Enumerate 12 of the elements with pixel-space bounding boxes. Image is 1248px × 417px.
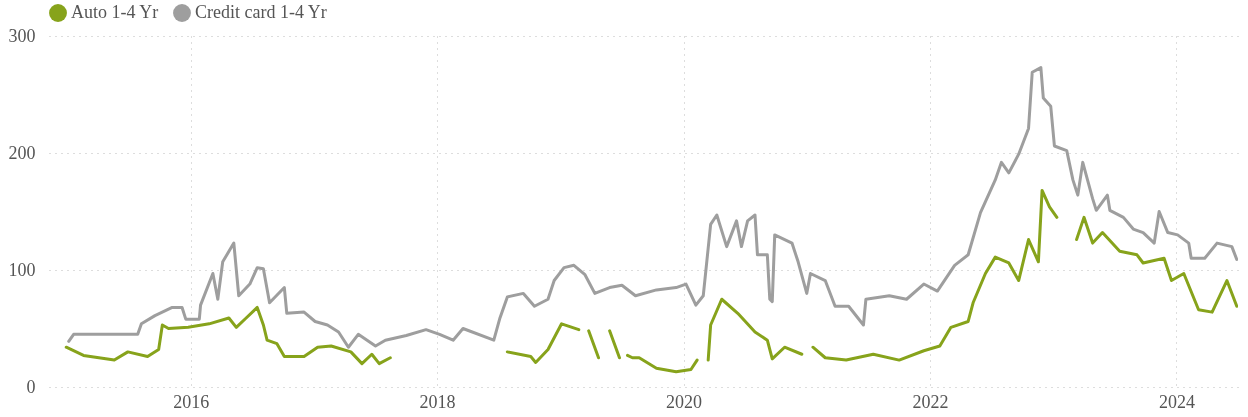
y-tick-label: 300 xyxy=(8,25,36,46)
line-series xyxy=(67,66,1238,349)
y-tick-label: 0 xyxy=(26,376,36,397)
x-tick-label: 2018 xyxy=(419,391,456,412)
y-tick-label: 100 xyxy=(8,259,36,280)
x-tick-label: 2020 xyxy=(666,391,703,412)
x-tick-label: 2024 xyxy=(1158,391,1195,412)
legend-label: Auto 1-4 Yr xyxy=(71,2,159,22)
legend-label: Credit card 1-4 Yr xyxy=(195,2,327,22)
x-tick-label: 2016 xyxy=(173,391,210,412)
x-tick-label: 2022 xyxy=(912,391,949,412)
y-tick-label: 200 xyxy=(8,142,36,163)
